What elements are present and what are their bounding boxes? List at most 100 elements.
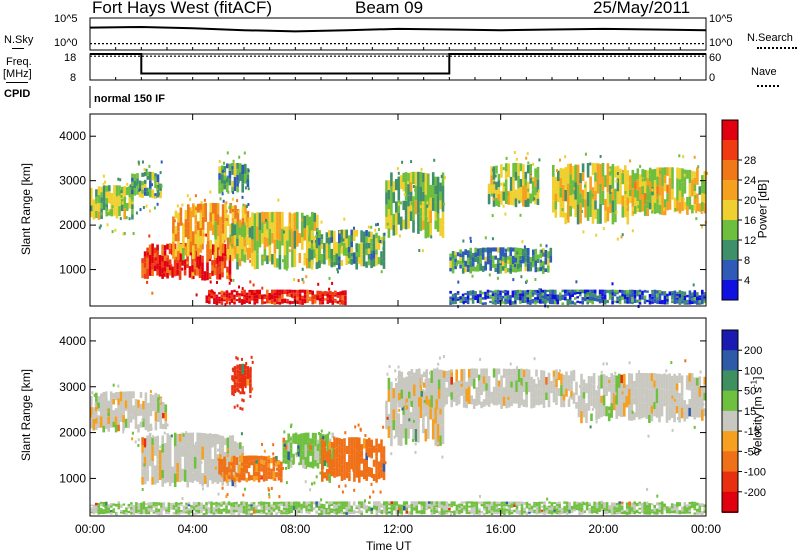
heat-cell [132, 405, 135, 413]
heat-cell [337, 509, 341, 512]
heat-cell [564, 289, 567, 294]
heat-cell [150, 508, 153, 512]
heat-cell [102, 418, 105, 426]
heat-cell [360, 457, 364, 464]
heat-cell [688, 290, 692, 296]
heat-cell [95, 505, 98, 508]
heat-cell [646, 290, 649, 293]
heat-cell [439, 435, 442, 446]
heat-cell [395, 510, 399, 515]
heat-speckle [156, 187, 159, 191]
heat-cell [440, 369, 443, 383]
heat-speckle [283, 455, 286, 458]
heat-speckle [479, 378, 482, 382]
heat-cell [243, 254, 247, 263]
heat-cell [614, 166, 617, 178]
heat-speckle [639, 374, 642, 378]
heat-cell [320, 510, 323, 513]
heat-speckle [232, 369, 235, 373]
heat-cell [172, 241, 175, 251]
heat-cell [424, 172, 428, 195]
heat-cell [95, 392, 98, 399]
heat-cell [683, 511, 687, 514]
heat-cell [97, 194, 101, 204]
heat-cell [256, 254, 259, 269]
heat-cell [660, 374, 664, 382]
heat-cell [477, 392, 481, 399]
heat-cell [518, 510, 521, 515]
heat-cell [653, 409, 656, 417]
heat-cell [307, 503, 311, 507]
heat-cell [373, 505, 376, 510]
heat-cell [206, 476, 209, 488]
heat-cell [336, 292, 340, 295]
heat-cell [117, 505, 121, 508]
heat-cell [424, 194, 428, 217]
heat-cell [278, 292, 282, 296]
heat-speckle [559, 171, 562, 175]
heat-cell [448, 503, 451, 506]
heat-cell [663, 503, 666, 507]
heat-cell [226, 177, 229, 183]
heat-cell [172, 216, 175, 225]
heat-cell [495, 506, 499, 510]
heat-cell [250, 475, 253, 481]
heat-cell [278, 240, 282, 255]
heat-cell [267, 463, 271, 468]
heat-speckle [107, 209, 110, 213]
heat-cell [276, 239, 279, 249]
heat-cell [557, 181, 560, 192]
velocity-colorbar-tick-label: -15 [744, 426, 760, 438]
heat-cell [233, 379, 237, 385]
heat-cell [320, 244, 324, 249]
heat-cell [465, 395, 468, 402]
velocity-colorbar-swatch [722, 390, 738, 412]
heat-cell [549, 296, 552, 301]
heat-cell [663, 373, 666, 390]
heat-cell [180, 511, 183, 514]
heat-cell [244, 380, 247, 387]
heat-cell [653, 202, 657, 214]
heat-cell [611, 289, 614, 294]
heat-cell [512, 382, 516, 390]
heat-cell [433, 501, 436, 504]
heat-cell [243, 464, 246, 473]
heat-cell [656, 290, 659, 294]
heat-cell [495, 396, 498, 406]
heat-cell [372, 234, 376, 243]
heat-cell [625, 395, 629, 408]
heat-cell [435, 399, 438, 410]
heat-cell [282, 505, 286, 508]
heat-speckle [488, 273, 491, 277]
heat-speckle [185, 431, 188, 435]
heat-speckle [526, 152, 529, 156]
heat-cell [413, 384, 416, 396]
heat-cell [569, 184, 572, 196]
heat-speckle [227, 475, 230, 479]
heat-cell [696, 511, 699, 515]
heat-cell [511, 301, 515, 305]
heat-cell [282, 508, 286, 511]
heat-speckle [372, 490, 375, 494]
heat-cell [168, 452, 172, 470]
heat-cell [466, 261, 470, 265]
heat-cell [100, 501, 103, 504]
heat-cell [325, 474, 329, 481]
heat-cell [247, 508, 251, 511]
heat-cell [108, 197, 111, 204]
heat-cell [222, 508, 226, 512]
heat-cell [549, 300, 552, 305]
heat-cell [533, 503, 536, 506]
heat-cell [463, 509, 466, 512]
heat-cell [567, 383, 571, 392]
heat-cell [686, 205, 689, 215]
heat-cell [206, 271, 209, 281]
heat-cell [529, 261, 533, 267]
heat-cell [478, 508, 481, 511]
heat-speckle [380, 270, 383, 274]
heat-cell [368, 501, 371, 504]
heat-cell [524, 299, 527, 303]
heat-cell [448, 510, 451, 513]
heat-cell [212, 512, 216, 515]
